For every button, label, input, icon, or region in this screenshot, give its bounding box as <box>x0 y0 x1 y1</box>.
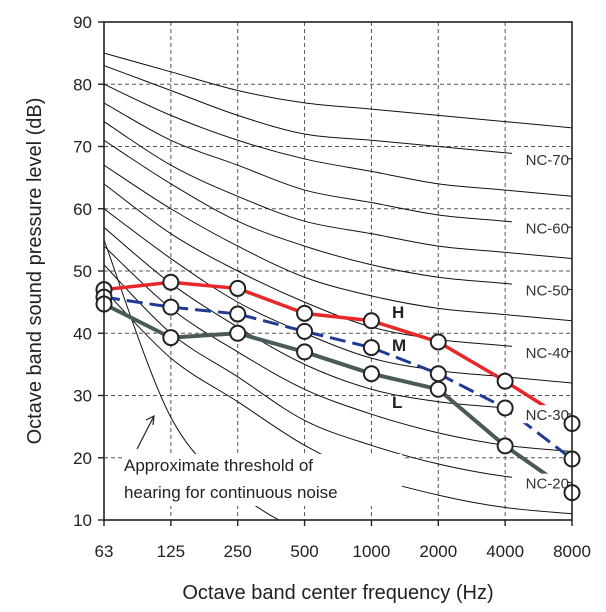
y-tick-label: 90 <box>73 13 92 32</box>
marker-h <box>429 333 447 351</box>
annotation-arrow-head <box>145 414 155 426</box>
series-label-l: L <box>392 393 402 412</box>
x-tick-label: 500 <box>290 542 318 561</box>
x-tick-label: 2000 <box>419 542 457 561</box>
marker-l <box>362 365 380 383</box>
nc-label-background <box>512 280 568 299</box>
marker-m <box>229 305 247 323</box>
y-tick-label: 10 <box>73 511 92 530</box>
marker-l <box>162 329 180 347</box>
y-tick-label: 30 <box>73 387 92 406</box>
nc-curve <box>104 208 572 384</box>
annotation-arrow-shaft <box>136 415 155 450</box>
marker-h <box>229 279 247 297</box>
marker-l <box>229 324 247 342</box>
marker-m <box>362 339 380 357</box>
x-tick-label: 63 <box>95 542 114 561</box>
y-tick-labels: 10 20 30 40 50 60 70 80 90 <box>73 13 92 530</box>
y-tick-label: 50 <box>73 262 92 281</box>
nc-curve <box>104 83 572 197</box>
nc-curve <box>104 121 572 260</box>
y-tick-label: 60 <box>73 200 92 219</box>
nc-label-background <box>512 473 568 492</box>
threshold-annotation: Approximate threshold of hearing for con… <box>122 414 402 506</box>
series-label-h: H <box>392 303 404 322</box>
x-tick-label: 4000 <box>486 542 524 561</box>
marker-l <box>496 437 514 455</box>
marker-l <box>429 380 447 398</box>
series-line-h <box>103 280 573 425</box>
x-tick-label: 250 <box>224 542 252 561</box>
x-tick-label: 1000 <box>353 542 391 561</box>
nc-label: NC-30 <box>526 407 569 424</box>
marker-m <box>429 365 447 383</box>
nc-label-background <box>512 342 568 361</box>
nc-label: NC-50 <box>526 283 569 300</box>
nc-label-background <box>512 405 568 424</box>
nc-curve <box>104 65 572 160</box>
nc-label-background <box>512 218 568 237</box>
marker-m <box>162 298 180 316</box>
y-axis-title: Octave band sound pressure level (dB) <box>24 98 46 445</box>
marker-h <box>296 304 314 322</box>
nc-curve <box>104 183 572 353</box>
nc-curve <box>104 139 572 291</box>
series-line-m <box>103 295 573 461</box>
y-tick-label: 80 <box>73 75 92 94</box>
threshold-line <box>104 239 280 520</box>
annotation-line-2: hearing for continuous noise <box>124 483 338 502</box>
nc-curve <box>104 52 572 129</box>
nc-label-background <box>512 149 568 168</box>
series-label-m: M <box>392 336 406 355</box>
x-axis-title: Octave band center frequency (Hz) <box>182 582 493 604</box>
marker-m <box>296 322 314 340</box>
plot-frame <box>103 21 573 521</box>
y-tick-label: 70 <box>73 138 92 157</box>
marker-h <box>496 372 514 390</box>
nc-curve <box>104 164 572 322</box>
y-tick-label: 20 <box>73 449 92 468</box>
annotation-background <box>122 454 402 506</box>
nc-label: NC-60 <box>526 220 569 237</box>
series-labels: HM L <box>392 303 406 412</box>
x-tick-label: 125 <box>157 542 185 561</box>
nc-label: NC-70 <box>526 152 569 169</box>
series-line-l <box>103 302 574 495</box>
nc-label: NC-20 <box>526 476 569 493</box>
y-tick-label: 40 <box>73 324 92 343</box>
x-tick-labels: 63 125 250 500 1000 2000 4000 8000 <box>95 542 591 561</box>
marker-l <box>296 343 314 361</box>
nc-labels: NC-70 NC-60 NC-50 NC-40 NC-30 NC-20 <box>512 149 569 493</box>
x-tick-label: 8000 <box>553 542 591 561</box>
annotation-line-1: Approximate threshold of <box>124 456 313 475</box>
marker-h <box>362 312 380 330</box>
series-lines <box>103 280 574 495</box>
nc-curve <box>104 102 572 228</box>
nc-label: NC-40 <box>526 345 569 362</box>
marker-m <box>496 399 514 417</box>
marker-h <box>162 273 180 291</box>
threshold-curve <box>104 239 280 520</box>
